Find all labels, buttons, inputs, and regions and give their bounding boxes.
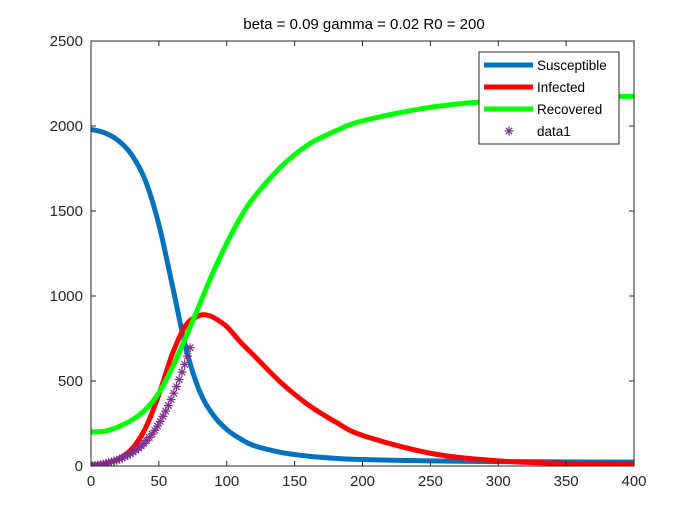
legend-item-susceptible: Susceptible	[484, 58, 607, 73]
data-point-data1	[177, 367, 187, 377]
legend: Susceptible Infected Recovered data1	[478, 51, 620, 145]
x-tick-label: 50	[151, 473, 168, 490]
x-tick-label: 200	[350, 473, 375, 490]
y-tick-label: 0	[75, 458, 83, 475]
data-point-data1	[174, 375, 184, 385]
series-line-susceptible	[91, 126, 634, 465]
x-tick-label: 150	[282, 473, 307, 490]
y-tick-label: 500	[58, 373, 83, 390]
data-point-data1	[180, 359, 190, 369]
legend-item-data1: data1	[504, 124, 571, 139]
chart-title: beta = 0.09 gamma = 0.02 R0 = 200	[243, 16, 484, 33]
data-point-data1	[182, 351, 192, 361]
series-line-recovered	[91, 93, 634, 435]
y-tick-label: 2500	[50, 33, 83, 50]
data-point-data1	[185, 343, 195, 353]
data-point-data1	[172, 382, 182, 392]
x-tick-label: 350	[554, 473, 579, 490]
legend-label-susceptible: Susceptible	[537, 58, 607, 73]
legend-label-recovered: Recovered	[537, 102, 602, 117]
series-markers-data1	[91, 343, 195, 466]
series-group	[91, 93, 634, 466]
legend-label-infected: Infected	[537, 80, 585, 95]
legend-label-data1: data1	[537, 124, 571, 139]
y-tick-label: 1000	[50, 288, 83, 305]
x-tick-label: 250	[418, 473, 443, 490]
x-tick-label: 300	[486, 473, 511, 490]
data-point-data1	[169, 388, 179, 398]
legend-item-recovered: Recovered	[484, 102, 602, 117]
series-line-infected	[91, 312, 634, 466]
y-tick-label: 1500	[50, 203, 83, 220]
y-tick-label: 2000	[50, 118, 83, 135]
x-tick-label: 100	[214, 473, 239, 490]
legend-item-infected: Infected	[484, 80, 585, 95]
x-tick-label: 0	[87, 473, 95, 490]
x-tick-label: 400	[621, 473, 646, 490]
legend-swatch-data1	[504, 126, 514, 136]
